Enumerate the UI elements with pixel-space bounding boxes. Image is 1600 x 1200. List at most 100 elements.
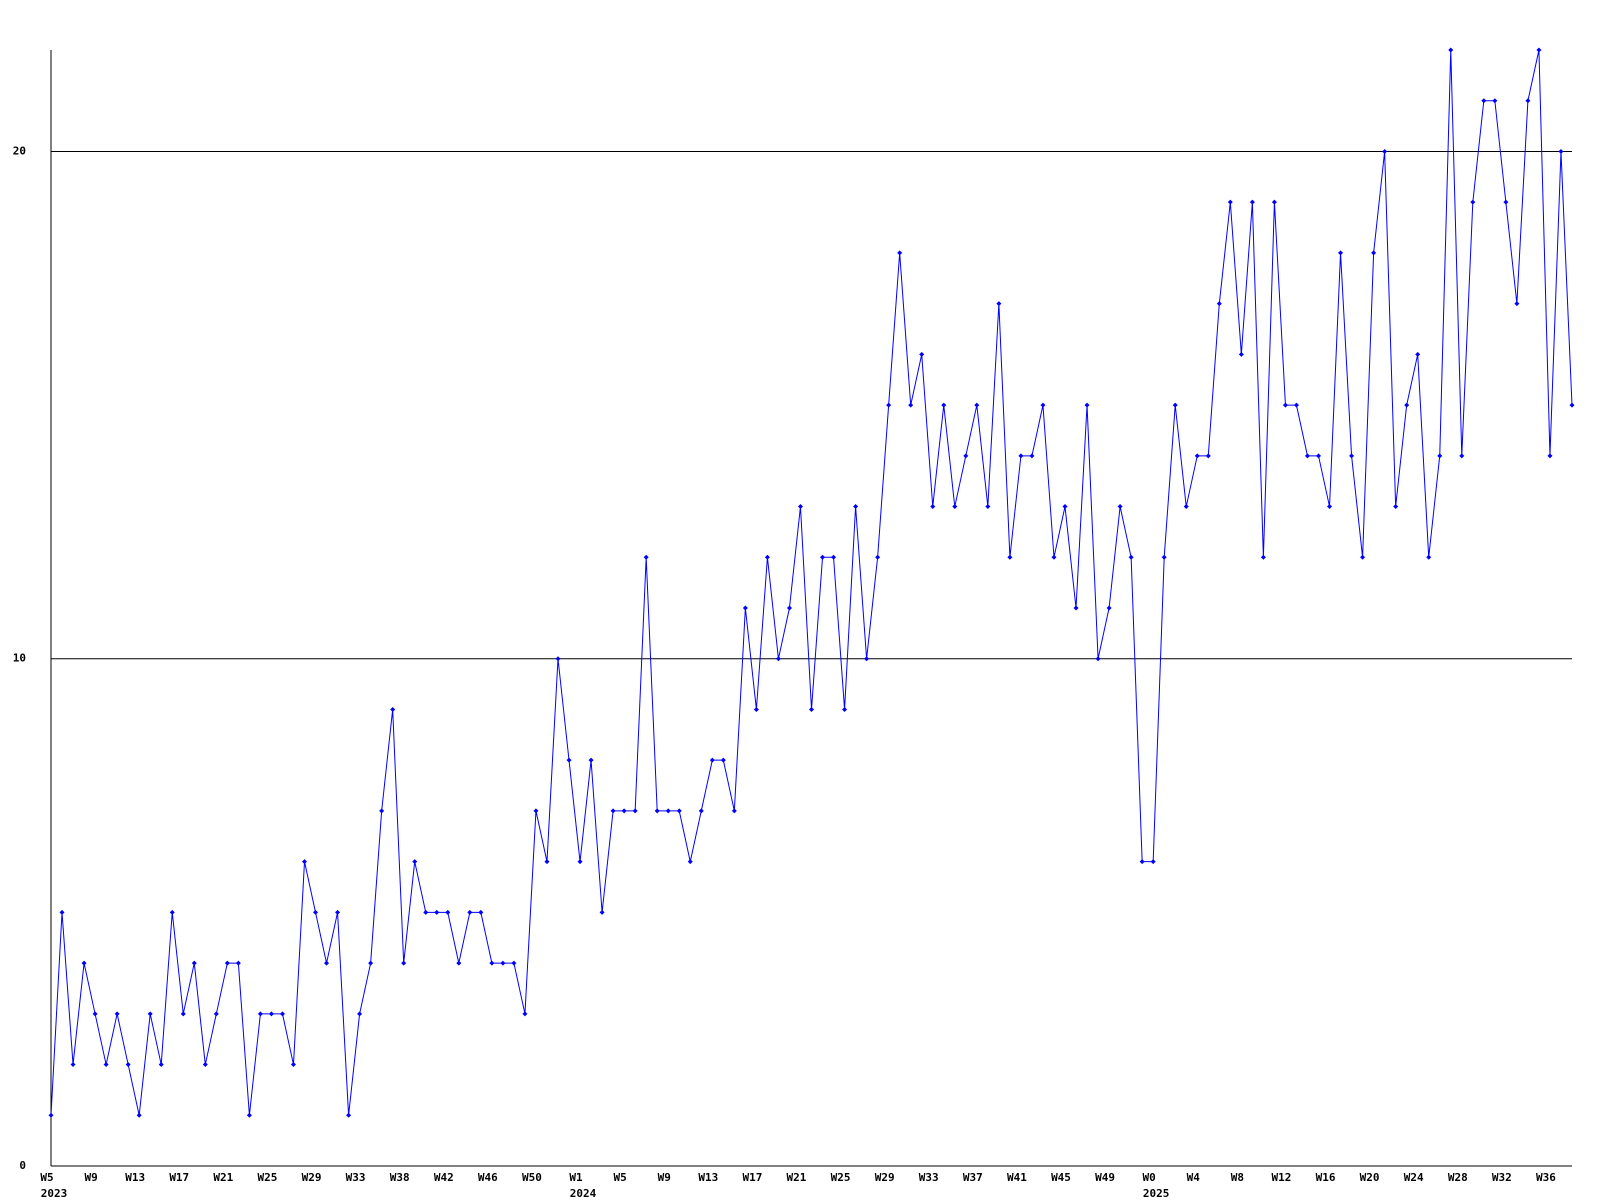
data-point [489,960,495,966]
data-point [676,808,682,814]
data-point [1205,453,1211,459]
x-tick-label: W20 [1360,1171,1380,1184]
data-point [147,1011,153,1017]
data-point [346,1112,352,1118]
x-tick-label: W9 [658,1171,671,1184]
x-tick-label: W5 [40,1171,53,1184]
data-point [522,1011,528,1017]
data-point [1492,98,1498,104]
data-point [577,859,583,865]
x-tick-label: W13 [698,1171,718,1184]
data-point [974,402,980,408]
data-point [136,1112,142,1118]
data-point [621,808,627,814]
data-point [588,757,594,763]
data-point [1029,453,1035,459]
x-tick-label: W25 [831,1171,851,1184]
data-point [1106,605,1112,611]
data-point [1558,148,1564,154]
data-point [831,554,837,560]
data-point [875,554,881,560]
x-tick-label: W17 [169,1171,189,1184]
data-point [368,960,374,966]
data-point [302,859,307,865]
data-point [246,1112,252,1118]
x-tick-label: W32 [1492,1171,1512,1184]
data-point [941,402,947,408]
data-point [544,859,550,865]
data-point [610,808,616,814]
x-tick-label: W41 [1007,1171,1027,1184]
data-point [742,605,748,611]
data-point [103,1062,109,1068]
data-point [180,1011,186,1017]
data-point [820,554,826,560]
data-point [720,757,726,763]
data-point [500,960,506,966]
data-point [1338,250,1344,256]
data-point [985,504,991,510]
data-point [919,351,925,357]
data-point [1304,453,1310,459]
data-point [467,909,473,915]
data-point [687,859,693,865]
data-point [412,859,418,865]
x-tick-label: W29 [302,1171,322,1184]
data-point [445,909,451,915]
data-point [401,960,407,966]
data-point [1051,554,1057,560]
data-point [764,554,770,560]
data-point [864,656,870,662]
data-point [511,960,517,966]
data-point [125,1062,131,1068]
data-point [1459,453,1465,459]
data-point [963,453,969,459]
data-point [1128,554,1134,560]
data-point [1293,402,1299,408]
x-tick-label: W4 [1187,1171,1201,1184]
data-point [797,504,803,510]
x-tick-label: W13 [125,1171,145,1184]
data-point [59,909,65,915]
x-tick-label: W36 [1536,1171,1556,1184]
data-point [1382,148,1388,154]
x-tick-label: W42 [434,1171,454,1184]
y-tick-label: 20 [13,144,26,157]
data-point [1249,199,1255,205]
x-tick-label: W28 [1448,1171,1468,1184]
data-point [1150,859,1156,865]
data-point [478,909,484,915]
data-point [1371,250,1377,256]
x-tick-label: W24 [1404,1171,1424,1184]
data-point [555,656,561,662]
x-tick-label: W46 [478,1171,498,1184]
data-point [1062,504,1068,510]
data-point [279,1011,285,1017]
data-point [1470,199,1476,205]
data-point [1139,859,1145,865]
x-tick-label: W37 [963,1171,983,1184]
data-point [643,554,649,560]
x-tick-label: W12 [1271,1171,1291,1184]
x-tick-label: W9 [84,1171,97,1184]
data-point [952,504,958,510]
data-point [1117,504,1123,510]
data-point [456,960,462,966]
data-point [1536,47,1542,53]
data-point [379,808,385,814]
data-point [335,909,341,915]
data-point [1448,47,1454,53]
data-point [599,909,605,915]
data-point [1282,402,1288,408]
x-tick-label: W8 [1231,1171,1244,1184]
data-point [1514,301,1520,307]
x-tick-label: W1 [569,1171,583,1184]
data-point [313,909,319,915]
x-tick-label: W25 [257,1171,277,1184]
data-point [1073,605,1079,611]
x-tick-label: W17 [742,1171,762,1184]
data-point [70,1062,76,1068]
data-point [632,808,638,814]
data-point [1161,554,1167,560]
